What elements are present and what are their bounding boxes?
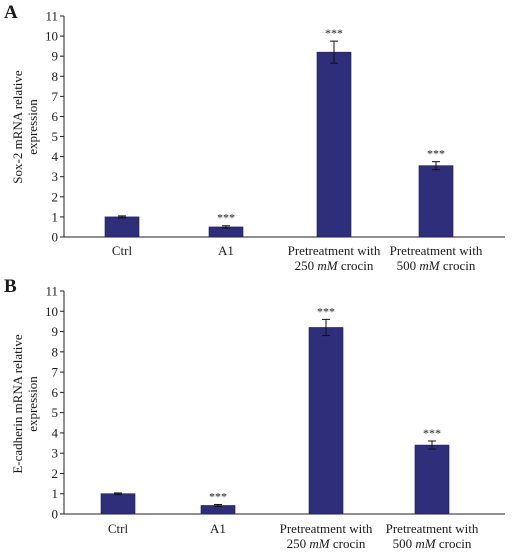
y-tick-label: 10 (45, 304, 58, 319)
x-tick-label-line: mM (419, 258, 440, 273)
significance-label: *** (209, 489, 227, 503)
y-axis-label-line: Sox-2 mRNA relative (10, 70, 25, 184)
y-axis-label-line: E-cadherin mRNA relative (10, 334, 25, 474)
x-tick-label: Pretreatment with 500 mM crocin (386, 521, 479, 551)
y-tick-label: 2 (52, 466, 59, 481)
panel-label: A (4, 2, 18, 23)
y-tick-label: 11 (45, 284, 58, 299)
y-tick-label: 1 (52, 486, 59, 501)
panel-b: B 0 1 2 3 4 5 6 7 8 9 10 11 E-cadherin mRNA relative… (0, 274, 514, 560)
significance-label: *** (317, 304, 335, 318)
chart-a: 0 1 2 3 4 5 6 7 8 9 10 11 Sox-2 mRNA relativeexpress… (10, 9, 505, 273)
y-tick-label: 8 (52, 344, 59, 359)
x-tick-label: Pretreatment with 250 mM crocin (280, 521, 373, 551)
bar (418, 165, 454, 238)
y-axis-label: E-cadherin mRNA relativeexpression (10, 334, 40, 474)
x-tick-label: Pretreatment with 500 mM crocin (390, 243, 483, 273)
x-tick-label-line: mM (415, 536, 436, 551)
y-tick-label: 5 (52, 405, 59, 420)
x-tick-label: A1 (218, 243, 234, 258)
y-axis-label: Sox-2 mRNA relativeexpression (10, 70, 40, 184)
x-tick-label-line: Pretreatment with (280, 521, 373, 536)
y-tick-label: 9 (52, 49, 59, 64)
significance-label: *** (423, 426, 441, 440)
bar (308, 327, 344, 515)
x-tick-label-line: crocin (440, 258, 476, 273)
y-tick-label: 10 (45, 29, 58, 44)
x-tick-label-line: mM (317, 258, 338, 273)
y-tick-label: 1 (52, 209, 59, 224)
x-tick-label-line: 500 (397, 258, 420, 273)
panel-label: B (4, 276, 17, 297)
x-tick-label-line: crocin (436, 536, 472, 551)
y-tick-label: 3 (52, 446, 59, 461)
y-tick-label: 11 (45, 9, 58, 24)
x-tick-label-line: crocin (330, 536, 366, 551)
x-tick-label-line: mM (309, 536, 330, 551)
y-tick-label: 7 (52, 89, 59, 104)
y-tick-label: 0 (52, 230, 59, 245)
x-tick-label: Ctrl (108, 521, 129, 536)
x-tick-label-line: Pretreatment with (288, 243, 381, 258)
significance-label: *** (217, 211, 235, 225)
y-tick-label: 6 (52, 109, 59, 124)
x-tick-label-line: Pretreatment with (386, 521, 479, 536)
y-tick-label: 3 (52, 169, 59, 184)
x-tick-label-line: crocin (338, 258, 374, 273)
y-tick-label: 5 (52, 129, 59, 144)
significance-label: *** (325, 26, 343, 40)
x-tick-label: Ctrl (112, 243, 133, 258)
x-tick-label-line: Pretreatment with (390, 243, 483, 258)
x-tick-label: A1 (210, 521, 226, 536)
bar (316, 51, 352, 238)
panel-a: A 0 1 2 3 4 5 6 7 8 9 10 11 Sox-2 mRNA relativeexpre… (4, 2, 505, 273)
y-tick-label: 0 (52, 507, 59, 522)
y-tick-label: 4 (52, 149, 59, 164)
x-tick-label-line: 250 (295, 258, 318, 273)
y-axis-label-line: expression (25, 376, 40, 432)
bar (414, 444, 450, 515)
x-tick-label-line: 500 (393, 536, 416, 551)
y-tick-label: 9 (52, 324, 59, 339)
y-tick-label: 4 (52, 425, 59, 440)
significance-label: *** (427, 147, 445, 161)
y-axis-label-line: expression (25, 99, 40, 155)
y-tick-label: 8 (52, 69, 59, 84)
bar (100, 493, 136, 515)
y-tick-label: 7 (52, 365, 59, 380)
x-tick-label: Pretreatment with 250 mM crocin (288, 243, 381, 273)
y-tick-label: 6 (52, 385, 59, 400)
chart-b: 0 1 2 3 4 5 6 7 8 9 10 11 E-cadherin mRNA relativeex… (10, 284, 505, 551)
x-tick-label-line: 250 (287, 536, 310, 551)
y-tick-label: 2 (52, 189, 59, 204)
bar (104, 216, 140, 238)
